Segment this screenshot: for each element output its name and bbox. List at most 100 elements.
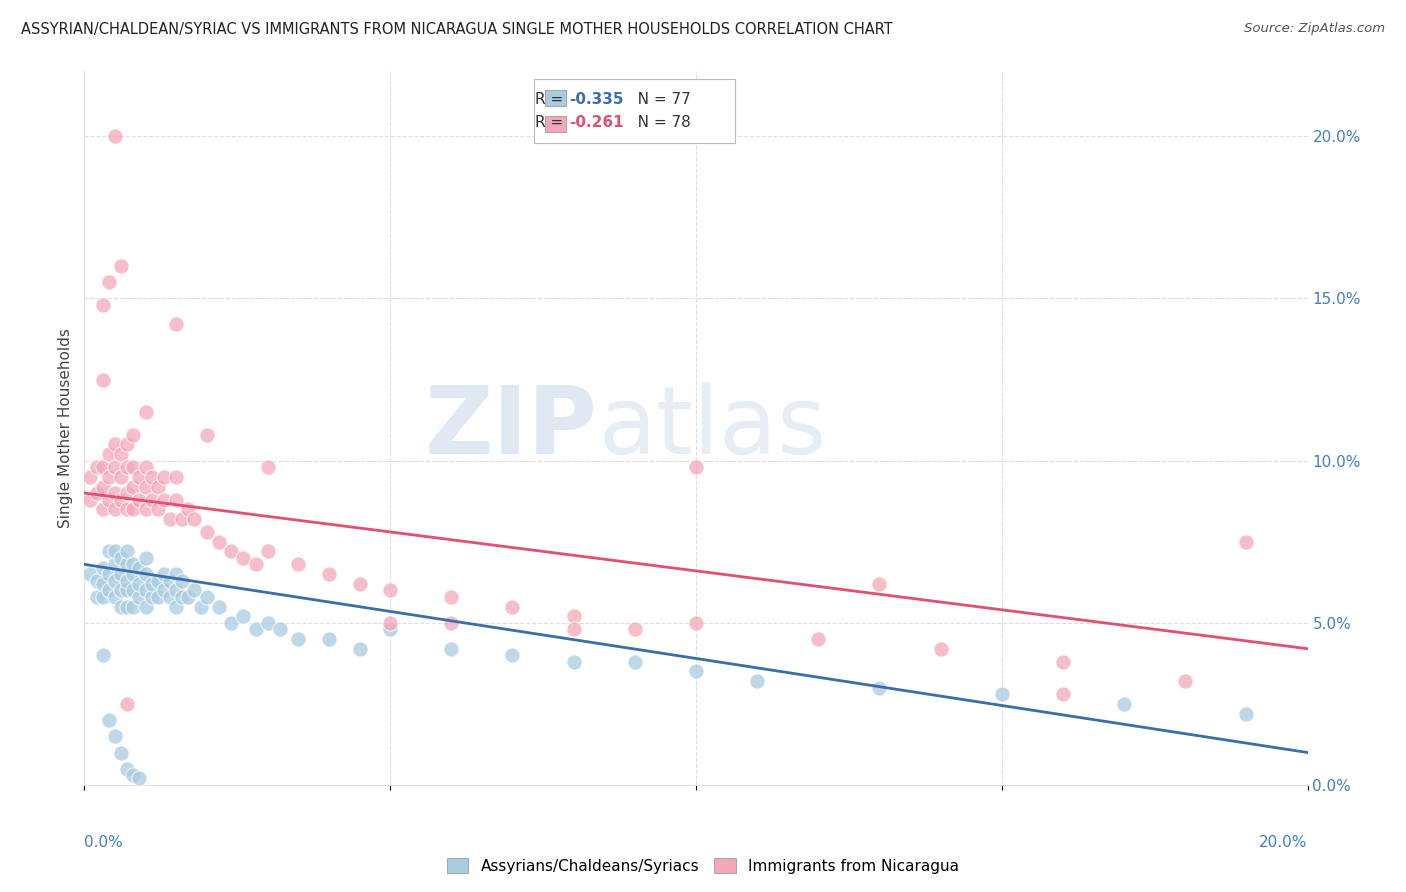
Point [110, 447, 132, 461]
Point [128, 560, 150, 574]
Point [122, 558, 145, 572]
Point [141, 492, 163, 507]
Point [208, 599, 231, 614]
Point [269, 622, 291, 636]
Point [1236, 534, 1258, 549]
Point [135, 405, 157, 419]
Point [115, 437, 138, 451]
Point [172, 590, 194, 604]
Text: -0.261: -0.261 [569, 115, 623, 130]
Point [195, 524, 218, 539]
Point [219, 615, 242, 630]
Point [380, 583, 402, 598]
Point [110, 599, 132, 614]
Point [86, 486, 108, 500]
Point [349, 641, 371, 656]
Text: atlas: atlas [598, 382, 827, 475]
Point [91, 460, 114, 475]
Point [135, 550, 157, 565]
Point [159, 512, 181, 526]
Point [97, 544, 120, 558]
Point [135, 599, 157, 614]
Point [91, 648, 114, 663]
Point [104, 486, 127, 500]
Point [177, 590, 200, 604]
Point [159, 574, 181, 588]
Text: R =: R = [534, 93, 568, 107]
Point [165, 599, 187, 614]
Point [115, 574, 138, 588]
Point [115, 583, 138, 598]
Point [165, 583, 187, 598]
Point [146, 502, 169, 516]
Point [122, 567, 145, 582]
Point [165, 470, 187, 484]
Point [97, 713, 120, 727]
Point [122, 599, 145, 614]
Point [287, 558, 309, 572]
Point [104, 729, 127, 743]
Point [747, 674, 769, 689]
Point [97, 567, 120, 582]
Point [115, 486, 138, 500]
Text: ASSYRIAN/CHALDEAN/SYRIAC VS IMMIGRANTS FROM NICARAGUA SINGLE MOTHER HOUSEHOLDS C: ASSYRIAN/CHALDEAN/SYRIAC VS IMMIGRANTS F… [21, 22, 893, 37]
Point [115, 558, 138, 572]
Point [257, 615, 280, 630]
Point [153, 583, 176, 598]
Point [110, 492, 132, 507]
Point [110, 470, 132, 484]
Point [128, 492, 150, 507]
Text: N = 77: N = 77 [623, 93, 690, 107]
Point [165, 492, 187, 507]
Point [146, 479, 169, 493]
Point [79, 492, 101, 507]
Point [135, 567, 157, 582]
Point [141, 577, 163, 591]
Point [122, 427, 145, 442]
Point [135, 460, 157, 475]
Point [502, 599, 524, 614]
Point [115, 502, 138, 516]
Point [97, 447, 120, 461]
Point [159, 590, 181, 604]
Text: ZIP: ZIP [425, 382, 598, 475]
Point [110, 583, 132, 598]
Point [122, 460, 145, 475]
Point [380, 615, 402, 630]
Point [104, 574, 127, 588]
Point [91, 590, 114, 604]
Point [135, 479, 157, 493]
Point [1052, 687, 1074, 701]
Point [97, 583, 120, 598]
Point [245, 622, 267, 636]
Text: Source: ZipAtlas.com: Source: ZipAtlas.com [1244, 22, 1385, 36]
Point [1114, 697, 1136, 711]
Point [172, 574, 194, 588]
Legend: Assyrians/Chaldeans/Syriacs, Immigrants from Nicaragua: Assyrians/Chaldeans/Syriacs, Immigrants … [441, 852, 965, 880]
Point [245, 558, 267, 572]
Point [153, 470, 176, 484]
Point [257, 460, 280, 475]
Point [135, 583, 157, 598]
Point [991, 687, 1014, 701]
Point [146, 590, 169, 604]
Point [380, 622, 402, 636]
Point [318, 567, 340, 582]
Point [128, 590, 150, 604]
Point [232, 609, 254, 624]
Point [97, 492, 120, 507]
Point [110, 550, 132, 565]
Point [165, 318, 187, 332]
Text: 20.0%: 20.0% [1260, 835, 1308, 850]
Point [685, 665, 707, 679]
Point [287, 632, 309, 646]
Point [257, 544, 280, 558]
Point [104, 437, 127, 451]
Point [91, 479, 114, 493]
Point [349, 577, 371, 591]
Point [104, 544, 127, 558]
Point [122, 479, 145, 493]
Point [929, 641, 952, 656]
Point [869, 577, 891, 591]
Point [91, 372, 114, 386]
